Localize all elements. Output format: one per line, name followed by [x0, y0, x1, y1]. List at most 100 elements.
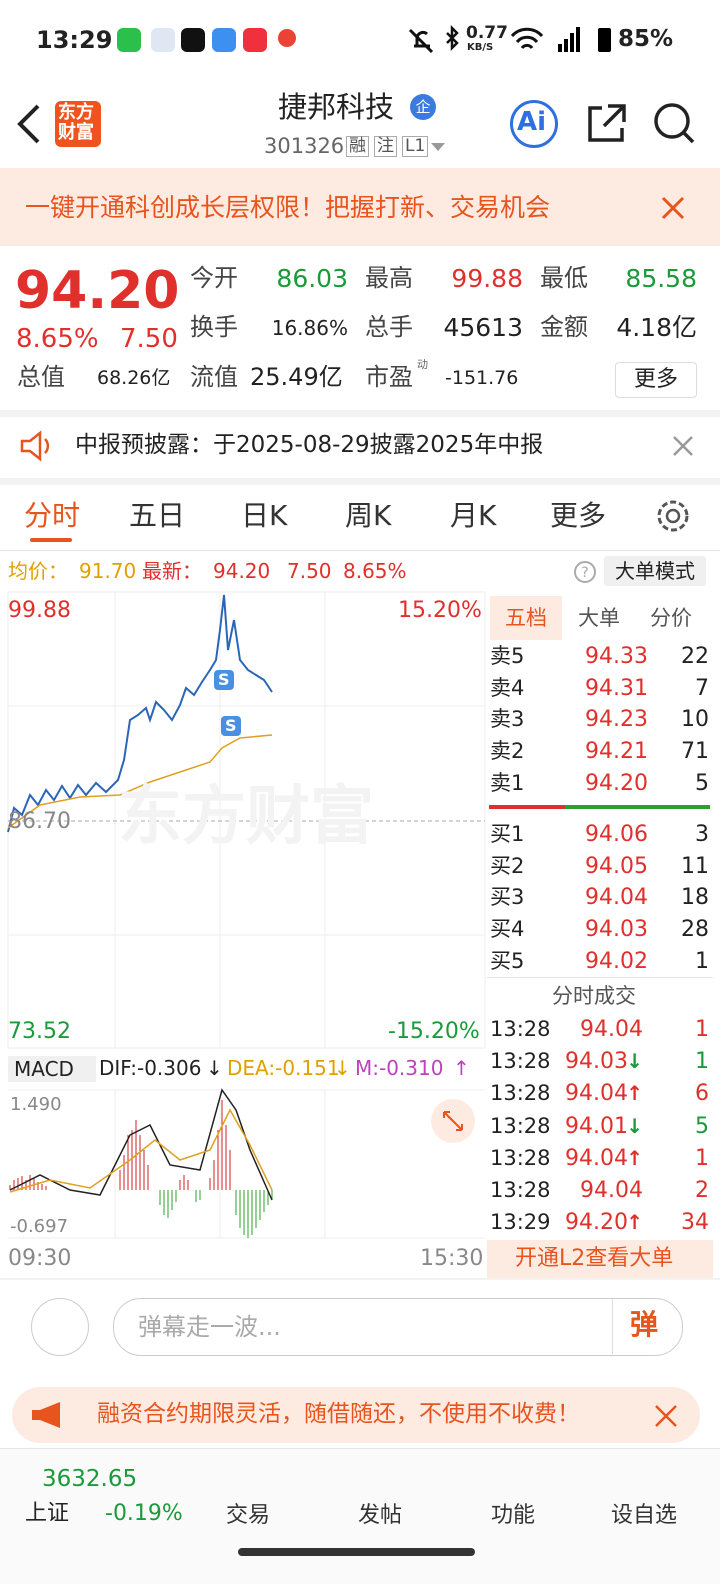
- battery: 85%: [618, 26, 674, 52]
- book-label: 买1: [490, 822, 525, 846]
- ai-button[interactable]: [510, 100, 558, 148]
- chart-tab[interactable]: 月K: [450, 499, 497, 532]
- axis-mid: 86.70: [8, 809, 71, 834]
- trade-price: 94.20: [565, 1210, 628, 1236]
- book-price: 94.03: [585, 917, 648, 943]
- time-end: 15:30: [420, 1246, 484, 1271]
- danmu-icon[interactable]: [31, 1298, 89, 1356]
- mode-button[interactable]: 大单模式: [604, 556, 706, 586]
- chart-tab[interactable]: 五日: [129, 499, 186, 532]
- settings-button[interactable]: [655, 498, 691, 534]
- time-start: 09:30: [8, 1246, 72, 1271]
- help-icon[interactable]: ?: [573, 560, 597, 584]
- close-ad[interactable]: [654, 1404, 678, 1428]
- field-label: 市盈: [365, 363, 413, 391]
- book-label: 买4: [490, 917, 525, 942]
- signal-icons: [510, 27, 611, 52]
- danmu-button[interactable]: 弹: [630, 1308, 659, 1341]
- change-pct: 8.65%: [16, 324, 99, 354]
- trade-dir: ↑: [626, 1081, 643, 1106]
- book-price: 94.33: [585, 644, 648, 669]
- book-vol: 71: [681, 739, 709, 765]
- system-icons: [408, 24, 459, 54]
- watermark: 东方财富: [118, 780, 374, 854]
- share-button[interactable]: [584, 102, 628, 146]
- book-label: 卖1: [490, 770, 525, 795]
- search-button[interactable]: [652, 101, 696, 145]
- macd-selector[interactable]: MACD: [8, 1056, 96, 1082]
- book-label: 卖5: [490, 644, 525, 668]
- close-promo[interactable]: [660, 195, 686, 221]
- notice-text[interactable]: 中报预披露：于2025-08-29披露2025年中报: [75, 432, 544, 458]
- field-label: 金额: [540, 313, 588, 341]
- index-name[interactable]: 上证: [25, 1501, 70, 1526]
- ad-banner[interactable]: [12, 1387, 700, 1443]
- nav-item[interactable]: 设自选: [611, 1503, 678, 1528]
- book-vol: 7: [695, 675, 709, 701]
- last-label: 最新：: [142, 559, 202, 583]
- macd-m-dir: ↑: [453, 1056, 470, 1080]
- svg-text:?: ?: [581, 565, 588, 581]
- field-value: 68.26亿: [97, 367, 171, 389]
- trade-time: 13:28: [490, 1113, 551, 1138]
- chart-tab[interactable]: 分时: [24, 499, 81, 532]
- logo[interactable]: [55, 101, 101, 147]
- nav-item[interactable]: 交易: [226, 1503, 271, 1528]
- chart-tab[interactable]: 更多: [550, 499, 607, 532]
- promo-text[interactable]: 一键开通科创成长层权限！把握打新、交易机会: [25, 193, 551, 222]
- axis-top-pct: 15.20%: [398, 598, 482, 623]
- trade-time: 13:29: [490, 1210, 551, 1235]
- index-value[interactable]: 3632.65: [42, 1466, 138, 1492]
- field-label: 今开: [190, 264, 238, 292]
- book-label: 买5: [490, 948, 525, 973]
- index-change[interactable]: -0.19%: [105, 1501, 183, 1526]
- separator: [0, 1278, 720, 1280]
- promo-bar[interactable]: [0, 168, 720, 246]
- field-value: 45613: [443, 313, 523, 342]
- field-label: 总值: [17, 363, 65, 391]
- book-tab[interactable]: 五档: [505, 606, 547, 630]
- trade-price: 94.03: [565, 1049, 628, 1075]
- last-value: 94.20: [213, 559, 271, 583]
- back-button[interactable]: [14, 102, 44, 146]
- nav-item[interactable]: 发帖: [358, 1503, 403, 1528]
- book-tab[interactable]: 大单: [578, 606, 620, 630]
- trade-vol: 2: [695, 1178, 709, 1203]
- book-vol: 11: [681, 853, 709, 879]
- stock-code: 301326: [264, 134, 345, 158]
- book-label: 买2: [490, 853, 525, 878]
- field-value: 25.49亿: [250, 363, 343, 391]
- comment-placeholder[interactable]: 弹幕走一波...: [138, 1313, 281, 1341]
- book-tab[interactable]: 分价: [650, 606, 692, 630]
- home-indicator: [238, 1548, 475, 1556]
- ad-text[interactable]: 融资合约期限灵活，随借随还，不使用不收费！: [97, 1401, 580, 1427]
- dropdown-arrow[interactable]: [428, 140, 448, 154]
- chart-tab[interactable]: 周K: [345, 499, 392, 532]
- clock: 13:29: [36, 26, 113, 54]
- s-marker: S: [218, 670, 230, 689]
- trade-vol: 34: [681, 1210, 709, 1236]
- trade-price: 94.01: [565, 1113, 628, 1139]
- book-label: 买3: [490, 885, 525, 910]
- l2-text[interactable]: 开通L2查看大单: [515, 1246, 674, 1271]
- trade-time: 13:28: [490, 1049, 551, 1074]
- more-button[interactable]: 更多: [615, 362, 697, 398]
- trade-time: 13:28: [490, 1017, 551, 1041]
- book-price: 94.02: [585, 948, 648, 974]
- ai-label: Ai: [517, 107, 547, 137]
- book-vol: 3: [695, 822, 709, 847]
- macd-dea: DEA:-0.151: [227, 1056, 340, 1080]
- chart-tab[interactable]: 日K: [241, 499, 288, 532]
- l2-bar[interactable]: [487, 1240, 713, 1278]
- field-label: 最高: [365, 264, 413, 292]
- trade-vol: 1: [695, 1017, 709, 1042]
- comment-box[interactable]: [113, 1298, 683, 1356]
- book-vol: 18: [681, 885, 709, 911]
- nav-item[interactable]: 功能: [491, 1503, 536, 1528]
- close-notice[interactable]: [672, 435, 694, 457]
- book-vol: 28: [681, 917, 709, 943]
- pct-value: 8.65%: [343, 559, 407, 583]
- tag: 注: [374, 136, 397, 157]
- book-vol: 10: [681, 707, 709, 733]
- trade-vol: 1: [695, 1049, 709, 1075]
